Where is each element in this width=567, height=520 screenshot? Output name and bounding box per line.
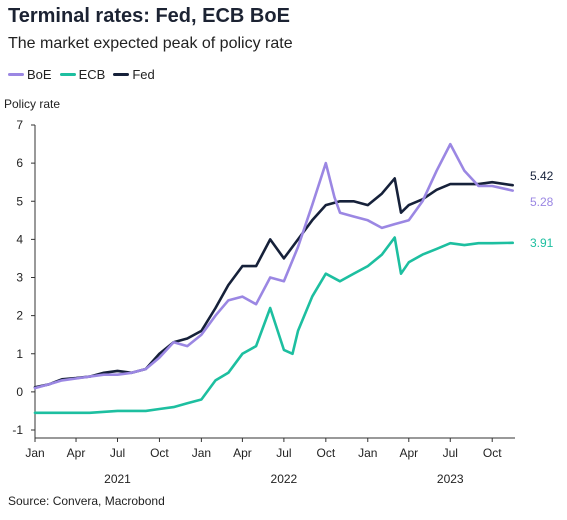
x-tick-label: Jul bbox=[276, 446, 291, 460]
y-tick-label: -1 bbox=[12, 423, 23, 437]
x-tick-label: Oct bbox=[150, 446, 169, 460]
series-line-boe bbox=[33, 142, 514, 390]
y-axis-label: Policy rate bbox=[4, 97, 60, 111]
end-label-ecb: 3.91 bbox=[530, 236, 554, 250]
legend-label-ecb: ECB bbox=[78, 67, 106, 82]
y-tick-label: 5 bbox=[16, 194, 23, 208]
x-tick-label: Apr bbox=[399, 446, 418, 460]
y-tick-label: 7 bbox=[16, 118, 23, 132]
x-tick-label: Jan bbox=[25, 446, 44, 460]
y-tick-label: 1 bbox=[16, 347, 23, 361]
y-tick-label: 3 bbox=[16, 271, 23, 285]
y-tick-label: 2 bbox=[16, 309, 23, 323]
x-tick-label: Oct bbox=[316, 446, 335, 460]
legend-swatch-boe bbox=[8, 73, 24, 76]
x-tick-label: Jan bbox=[358, 446, 377, 460]
source-note: Source: Convera, Macrobond bbox=[8, 494, 165, 508]
y-axis: -1 0 1 2 3 4 5 6 7 bbox=[12, 118, 36, 438]
end-label-boe: 5.28 bbox=[530, 195, 554, 209]
x-tick-label: Apr bbox=[233, 446, 252, 460]
y-tick-label: 4 bbox=[16, 232, 23, 246]
x-tick-label: Jan bbox=[192, 446, 211, 460]
legend-item-fed: Fed bbox=[113, 67, 155, 82]
chart-subtitle: The market expected peak of policy rate bbox=[8, 35, 293, 52]
x-year-label: 2021 bbox=[104, 472, 131, 486]
x-tick-label: Jul bbox=[110, 446, 125, 460]
legend: BoE ECB Fed bbox=[8, 67, 155, 82]
x-axis: Jan Apr Jul Oct Jan Apr Jul Oct Jan Apr Jul Oct 2021… bbox=[25, 437, 515, 486]
x-year-label: 2023 bbox=[437, 472, 464, 486]
y-tick-label: 0 bbox=[16, 385, 23, 399]
series-lines bbox=[33, 142, 514, 415]
end-labels: 5.42 5.28 3.91 bbox=[530, 169, 554, 250]
legend-label-fed: Fed bbox=[132, 67, 155, 82]
x-tick-label: Apr bbox=[67, 446, 86, 460]
legend-item-ecb: ECB bbox=[59, 67, 106, 82]
x-tick-label: Jul bbox=[443, 446, 458, 460]
chart-title: Terminal rates: Fed, ECB BoE bbox=[8, 5, 290, 27]
legend-item-boe: BoE bbox=[8, 67, 52, 82]
legend-swatch-ecb bbox=[59, 73, 76, 76]
series-line-fed bbox=[33, 177, 514, 389]
end-label-fed: 5.42 bbox=[530, 169, 554, 183]
x-year-label: 2022 bbox=[271, 472, 298, 486]
legend-label-boe: BoE bbox=[27, 67, 52, 82]
series-line-ecb bbox=[33, 236, 514, 415]
y-tick-label: 6 bbox=[16, 156, 23, 170]
legend-swatch-fed bbox=[113, 73, 130, 76]
x-tick-label: Oct bbox=[483, 446, 502, 460]
